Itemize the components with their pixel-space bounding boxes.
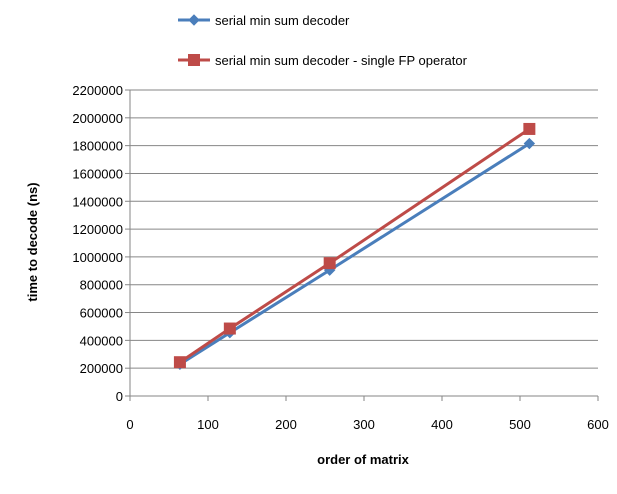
x-tick-label: 100 — [197, 417, 219, 432]
y-tick-label: 1400000 — [72, 194, 123, 209]
series-line — [179, 127, 531, 364]
legend-label: serial min sum decoder - single FP opera… — [215, 53, 468, 68]
x-tick-label: 600 — [587, 417, 609, 432]
legend-marker — [188, 54, 200, 66]
series-line — [179, 142, 531, 366]
x-axis-title: order of matrix — [317, 452, 410, 467]
legend-label: serial min sum decoder — [215, 13, 350, 28]
gridlines — [130, 89, 598, 369]
y-tick-label: 1200000 — [72, 222, 123, 237]
y-tick-label: 400000 — [80, 333, 123, 348]
y-tick-labels: 0 200000 400000 600000 800000 1000000 1200000 1… — [72, 83, 123, 404]
x-tick-label: 500 — [509, 417, 531, 432]
y-tick-label: 1000000 — [72, 250, 123, 265]
series-layer — [173, 122, 536, 370]
x-tick-label: 400 — [431, 417, 453, 432]
data-point — [523, 137, 536, 150]
y-tick-label: 2200000 — [72, 83, 123, 98]
x-tick-label: 300 — [353, 417, 375, 432]
data-point — [323, 257, 336, 270]
x-tick-label: 200 — [275, 417, 297, 432]
y-tick-label: 0 — [116, 389, 123, 404]
data-point — [223, 322, 236, 335]
y-tick-label: 600000 — [80, 306, 123, 321]
y-tick-label: 1600000 — [72, 166, 123, 181]
data-point — [523, 122, 536, 135]
legend-item: serial min sum decoder — [178, 13, 350, 28]
legend: serial min sum decoder serial min sum dec… — [178, 13, 468, 68]
y-tick-label: 200000 — [80, 361, 123, 376]
y-tick-label: 1800000 — [72, 139, 123, 154]
y-axis-title: time to decode (ns) — [25, 182, 40, 301]
axes — [125, 89, 599, 401]
series-2 — [173, 122, 536, 369]
x-tick-label: 0 — [126, 417, 133, 432]
y-tick-label: 2000000 — [72, 111, 123, 126]
legend-marker — [188, 14, 200, 26]
x-tick-labels: 0 100 200 300 400 500 600 — [126, 417, 608, 432]
y-tick-label: 800000 — [80, 278, 123, 293]
data-point — [173, 356, 186, 369]
legend-item: serial min sum decoder - single FP opera… — [178, 53, 468, 68]
